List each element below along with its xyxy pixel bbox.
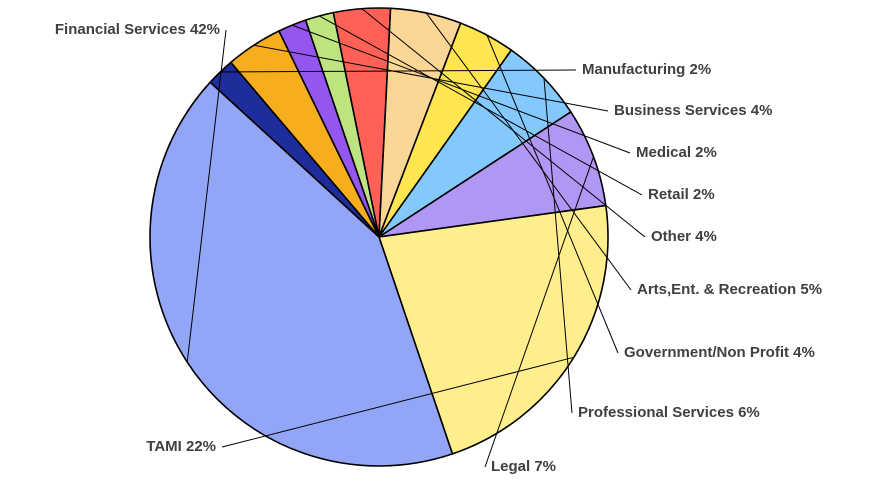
leader-manufacturing bbox=[220, 69, 577, 73]
label-other: Other 4% bbox=[651, 228, 717, 245]
leader-professional-services bbox=[543, 78, 573, 414]
leader-legal bbox=[484, 156, 594, 468]
leader-financial-services bbox=[186, 29, 227, 363]
slice-labels: Manufacturing 2% Business Services 4% Medi… bbox=[55, 21, 822, 475]
leader-arts-ent-recreation bbox=[425, 12, 632, 291]
slice-tami bbox=[377, 204, 609, 455]
leader-government-non-profit bbox=[486, 34, 619, 354]
label-professional-services: Professional Services 6% bbox=[578, 404, 760, 421]
label-medical: Medical 2% bbox=[636, 144, 717, 161]
label-retail: Retail 2% bbox=[648, 186, 715, 203]
label-government-non-profit: Government/Non Profit 4% bbox=[624, 344, 815, 361]
pie-slices bbox=[149, 7, 609, 467]
label-legal: Legal 7% bbox=[491, 458, 556, 475]
label-manufacturing: Manufacturing 2% bbox=[582, 61, 711, 78]
label-arts-ent-recreation: Arts,Ent. & Recreation 5% bbox=[637, 281, 822, 298]
label-business-services: Business Services 4% bbox=[614, 102, 772, 119]
leader-other bbox=[361, 8, 646, 238]
label-tami: TAMI 22% bbox=[146, 438, 216, 455]
label-financial-services: Financial Services 42% bbox=[55, 21, 220, 38]
leader-retail bbox=[319, 15, 643, 196]
leader-tami bbox=[221, 356, 574, 448]
leader-lines bbox=[186, 8, 646, 468]
